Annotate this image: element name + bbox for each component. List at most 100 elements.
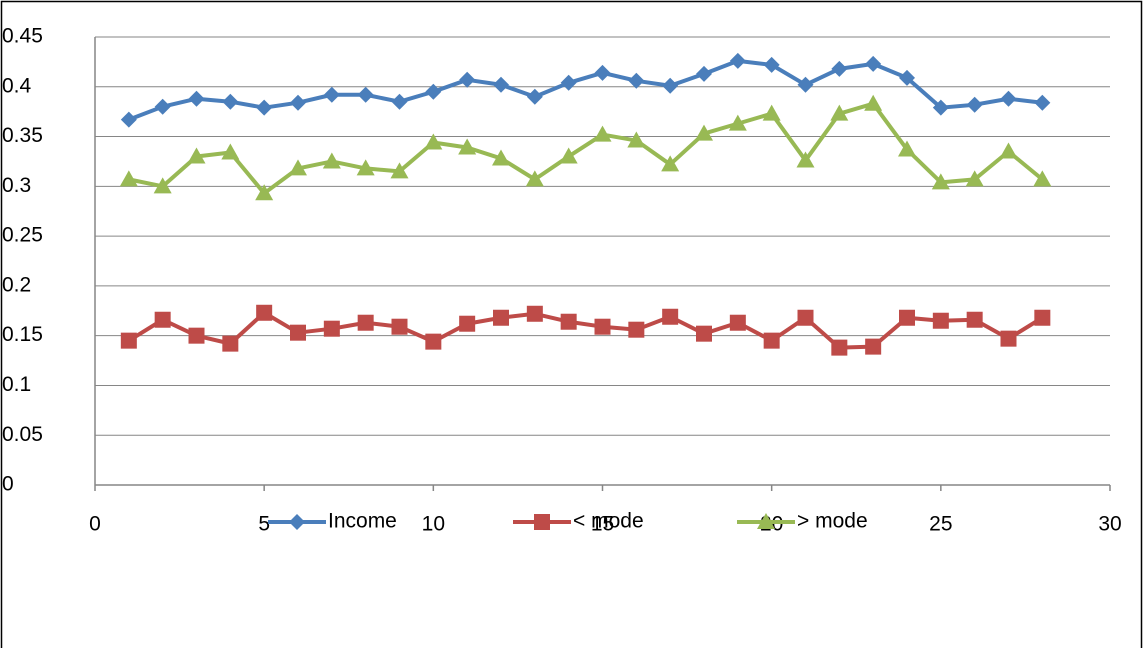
marker [593,125,612,142]
legend-label: < mode [573,510,644,533]
marker [120,332,137,349]
marker [289,159,307,176]
x-tick-label: 30 [1098,513,1121,536]
marker [1000,90,1017,107]
marker [830,104,849,121]
marker [966,96,983,113]
x-tick-label: 10 [422,513,445,536]
marker [559,147,578,164]
marker [289,514,305,530]
marker [154,311,171,328]
marker [831,339,848,356]
marker [966,311,983,328]
marker [627,131,646,148]
y-tick-label: 0.4 [2,74,32,97]
marker [187,147,206,164]
marker [526,88,543,105]
marker [728,114,747,131]
marker [898,140,916,157]
x-tick-label: 15 [591,513,614,536]
y-tick-label: 0.25 [2,224,43,247]
marker [356,159,375,176]
marker [662,308,679,325]
marker [357,86,374,103]
y-tick-label: 0.1 [2,373,31,396]
marker [729,314,746,331]
marker [865,55,882,72]
marker [256,99,273,116]
marker [290,324,306,341]
y-tick-label: 0.2 [2,273,31,296]
legend-label: > mode [797,510,868,533]
marker [662,77,679,94]
marker [459,315,476,332]
legend-label: Income [328,510,397,533]
series-line [128,58,1043,122]
marker [796,151,815,168]
marker [154,98,171,115]
x-tick-label: 5 [258,513,270,536]
marker [221,143,240,160]
marker [797,309,814,326]
marker [696,65,712,82]
marker [357,314,374,331]
marker [534,514,550,530]
marker [1034,94,1051,111]
marker [153,177,172,194]
marker [865,338,882,355]
marker [390,162,409,179]
marker [458,138,477,155]
marker [899,309,915,326]
y-tick-label: 0.3 [2,174,31,197]
marker [255,184,274,201]
marker [696,325,712,342]
marker [999,142,1018,159]
marker [757,513,775,529]
marker [188,90,205,107]
series-line [127,310,1044,350]
marker [322,152,341,169]
marker [323,320,340,337]
marker [120,111,137,128]
x-tick-label: 0 [89,513,101,536]
marker [932,99,949,116]
marker [695,124,713,141]
marker [493,76,509,93]
marker [1000,330,1017,347]
marker [931,173,950,190]
marker [493,309,509,326]
marker [222,93,239,110]
y-tick-label: 0.35 [2,124,43,147]
y-tick-label: 0.45 [2,25,43,48]
marker [1034,309,1051,326]
marker [628,321,645,338]
marker [525,170,544,187]
marker [661,155,680,172]
marker [560,313,577,330]
y-tick-label: 0 [2,473,14,496]
marker [459,71,476,88]
marker [762,104,781,121]
marker [391,93,408,110]
marker [290,94,306,111]
marker [425,333,442,350]
marker [965,170,984,187]
marker [323,86,340,103]
marker [492,149,510,166]
marker [729,52,746,69]
marker [256,304,273,321]
marker [899,69,915,86]
marker [188,327,205,344]
series-line [128,101,1044,196]
marker [424,133,443,150]
marker [763,56,780,73]
marker [628,72,645,89]
marker [594,64,611,81]
y-tick-label: 0.05 [2,423,43,446]
marker [119,170,138,187]
x-tick-label: 25 [929,513,952,536]
marker [864,94,883,111]
marker [222,335,239,352]
